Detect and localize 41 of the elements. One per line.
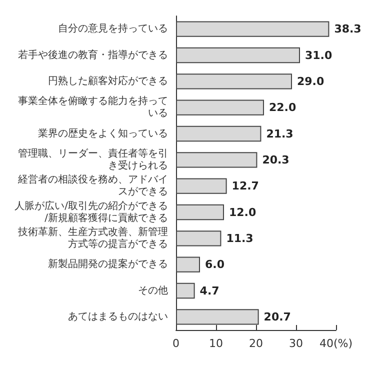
data-label: 12.0 xyxy=(229,206,256,219)
bar xyxy=(176,204,224,220)
bar xyxy=(176,21,330,37)
y-tick-label: 人脈が広い/取引先の紹介ができる/新規顧客獲得に貢献できる xyxy=(14,200,168,224)
bar xyxy=(176,74,292,90)
y-tick-label: 若手や後進の教育・指導ができる xyxy=(18,48,168,61)
y-tick-label: 円熟した顧客対応ができる xyxy=(48,74,168,87)
data-label: 12.7 xyxy=(232,180,259,193)
y-tick-label: 新製品開発の提案ができる xyxy=(48,258,168,270)
x-tick-label: 40(%) xyxy=(319,337,353,350)
y-tick-label: 技術革新、生産方式改善、新管理方式等の提言ができる xyxy=(17,226,168,250)
x-tick-label: 10 xyxy=(209,337,223,350)
bar xyxy=(176,178,227,194)
data-label: 38.3 xyxy=(334,22,362,36)
bar xyxy=(176,126,262,142)
x-tick-label: 0 xyxy=(172,337,180,350)
y-tick-label: その他 xyxy=(138,284,168,296)
data-label: 31.0 xyxy=(305,48,332,62)
bar xyxy=(176,152,258,168)
data-label: 11.3 xyxy=(226,232,254,245)
bar xyxy=(176,100,264,116)
data-label: 29.0 xyxy=(297,74,324,88)
x-tick-label: 30 xyxy=(289,337,303,350)
bar xyxy=(176,47,300,64)
data-label: 4.7 xyxy=(200,284,220,298)
y-tick-label: あてはまるものはない xyxy=(68,311,168,322)
data-label: 6.0 xyxy=(205,258,225,272)
bar xyxy=(176,256,200,272)
y-tick-label: 経営者の相談役を務め、アドバイスができる xyxy=(17,174,168,198)
bar xyxy=(176,230,222,246)
bar xyxy=(176,282,195,299)
x-tick-label: 20 xyxy=(249,337,263,350)
y-tick-label: 管理職、リーダー、責任者等を引き受けられる xyxy=(18,147,168,172)
y-tick-label: 事業全体を俯瞰する能力を持っている xyxy=(18,95,168,120)
data-label: 22.0 xyxy=(269,101,296,114)
bar xyxy=(176,309,259,325)
y-tick-label: 自分の意見を持っている xyxy=(58,22,168,35)
data-label: 20.3 xyxy=(262,153,290,166)
y-tick-label: 業界の歴史をよく知っている xyxy=(38,127,168,140)
data-label: 20.7 xyxy=(264,310,291,324)
data-label: 21.3 xyxy=(266,127,294,140)
